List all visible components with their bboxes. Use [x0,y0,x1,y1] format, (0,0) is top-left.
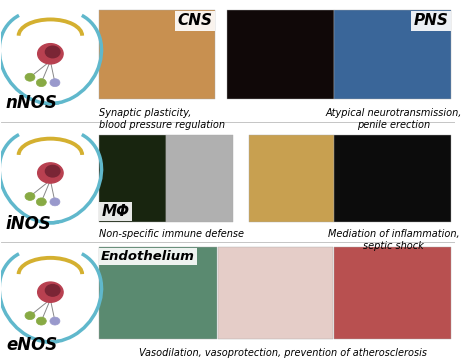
Circle shape [50,198,60,206]
Circle shape [38,163,63,183]
Text: Endothelium: Endothelium [101,250,195,263]
Bar [99,11,215,99]
Bar [334,135,451,222]
Circle shape [50,317,60,325]
Bar [99,247,217,339]
Bar [166,135,233,222]
Circle shape [36,79,46,87]
Circle shape [36,198,46,206]
Text: Mediation of inflammation,
septic shock: Mediation of inflammation, septic shock [328,229,460,250]
Bar [249,135,334,222]
Text: Synaptic plasticity,
blood pressure regulation: Synaptic plasticity, blood pressure regu… [99,108,225,130]
Circle shape [50,79,60,87]
Circle shape [46,46,60,58]
Text: MΦ: MΦ [101,204,129,219]
Circle shape [25,73,35,81]
Circle shape [46,165,60,177]
Text: Atypical neurotransmission,
penile erection: Atypical neurotransmission, penile erect… [326,108,462,130]
Text: CNS: CNS [177,13,212,28]
Text: PNS: PNS [413,13,448,28]
Circle shape [25,312,35,320]
Bar [218,247,333,339]
Text: Vasodilation, vasoprotection, prevention of atherosclerosis: Vasodilation, vasoprotection, prevention… [139,348,427,358]
Circle shape [25,193,35,201]
Text: nNOS: nNOS [6,94,58,111]
Bar [334,247,451,339]
Circle shape [38,282,63,302]
Bar [227,11,333,99]
Circle shape [46,285,60,296]
Text: eNOS: eNOS [6,336,57,353]
Circle shape [38,44,63,64]
Circle shape [36,317,46,325]
Text: iNOS: iNOS [6,214,52,233]
Bar [333,11,451,99]
Bar [99,135,166,222]
Text: Non-specific immune defense: Non-specific immune defense [99,229,244,239]
